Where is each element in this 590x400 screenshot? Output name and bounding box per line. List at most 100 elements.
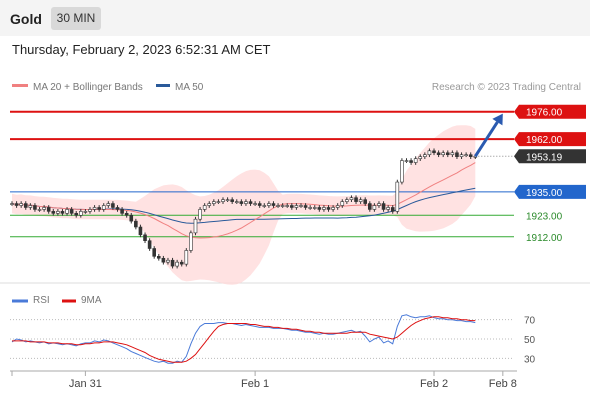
candle-body (377, 203, 381, 206)
candle-body (134, 220, 138, 228)
candle-body (166, 259, 170, 263)
candle-body (326, 207, 331, 210)
candle-body (74, 213, 79, 216)
candle-body (147, 240, 152, 249)
candle-body (331, 207, 335, 210)
candle-body (372, 205, 377, 210)
candle-body (106, 203, 111, 206)
candle-body (234, 201, 239, 203)
rsi-tick-50: 50 (524, 335, 536, 346)
candle-body (101, 205, 106, 210)
price-labels: 1976.00 1962.00 1953.19 1935.00 1923.00 1912.… (514, 104, 586, 244)
candle-body (207, 203, 212, 206)
candle-body (42, 207, 46, 210)
candle-body (33, 205, 37, 210)
candle-body (138, 226, 143, 236)
candle-body (230, 199, 234, 202)
forecast-arrow (474, 113, 503, 158)
candle-body (248, 201, 253, 204)
candle-body (60, 211, 65, 214)
candle-body (450, 152, 455, 156)
rsi-series-RSI (11, 314, 476, 364)
level-tag-1976.00 (514, 104, 586, 119)
candle-body (65, 209, 69, 214)
credit-label: Research © 2023 Trading Central (432, 82, 581, 93)
candle-body (143, 234, 147, 241)
candle-body (198, 209, 202, 220)
candle-body (184, 250, 189, 265)
candle-body (257, 203, 262, 206)
candle-body (156, 256, 161, 259)
candle-body (335, 205, 340, 208)
candle-body (395, 181, 400, 212)
candle-body (152, 248, 157, 257)
candle-body (459, 154, 464, 157)
forecast-arrow-shaft (474, 121, 499, 158)
instrument-title: Gold (10, 11, 42, 27)
candle-body (354, 197, 358, 202)
candle-body (409, 160, 413, 163)
level-tag-1962.00 (514, 132, 586, 147)
level-label-1935.00: 1935.00 (526, 188, 563, 199)
legend-ma20-swatch (12, 84, 28, 87)
candle-body (79, 211, 83, 216)
x-tick-label: Feb 1 (241, 378, 269, 390)
candle-body (418, 156, 423, 159)
level-label-1976.00: 1976.00 (526, 108, 563, 119)
candle-body (28, 205, 33, 208)
bollinger-band-area (12, 125, 476, 285)
candle-body (239, 201, 244, 204)
candle-body (189, 232, 193, 251)
rsi-tick-70: 70 (524, 316, 536, 327)
candle-body (441, 152, 445, 156)
candle-body (193, 218, 198, 234)
x-tick-label: Feb 2 (420, 378, 448, 390)
candle-body (358, 199, 363, 202)
rsi-tick-30: 30 (524, 354, 536, 365)
candle-body (115, 207, 120, 210)
price-levels (10, 110, 514, 238)
candle-body (308, 207, 312, 209)
candle-body (51, 211, 56, 214)
candle-body (88, 209, 92, 212)
candle-body (23, 203, 28, 208)
candle-body (111, 203, 115, 208)
candle-body (413, 158, 418, 163)
legend-rsi-label: RSI (33, 295, 50, 306)
rsi-panel: 70 50 30 (10, 314, 536, 365)
candle-body (221, 199, 225, 202)
candle-body (322, 207, 326, 210)
candle-body (303, 205, 308, 208)
legend-ma20-label: MA 20 + Bollinger Bands (33, 82, 143, 93)
candle-body (129, 214, 134, 222)
candles (10, 148, 478, 269)
candle-body (280, 205, 285, 207)
candle-body (19, 203, 23, 206)
candle-body (267, 203, 271, 206)
candle-body (244, 201, 248, 204)
candle-body (97, 207, 101, 210)
candle-body (212, 201, 216, 204)
candle-body (69, 209, 74, 214)
candle-body (161, 257, 166, 263)
candle-body (10, 203, 14, 205)
x-axis-ticks: Jan 31 Feb 1 Feb 2 Feb 8 (11, 371, 517, 390)
candle-body (14, 203, 19, 206)
candle-body (253, 203, 257, 205)
candle-body (312, 207, 317, 209)
timeframe-button[interactable]: 30 MIN (51, 7, 101, 30)
candle-body (363, 199, 368, 204)
candle-body (290, 205, 294, 208)
candle-body (340, 201, 345, 206)
candle-body (124, 213, 129, 216)
candle-body (216, 201, 221, 203)
candle-body (170, 259, 175, 267)
bollinger-bands (12, 125, 476, 285)
x-tick-label: Feb 8 (489, 378, 517, 390)
candle-body (349, 197, 354, 200)
candle-body (464, 154, 468, 157)
candle-body (299, 205, 303, 207)
candle-body (432, 150, 436, 154)
candle-body (120, 209, 124, 214)
